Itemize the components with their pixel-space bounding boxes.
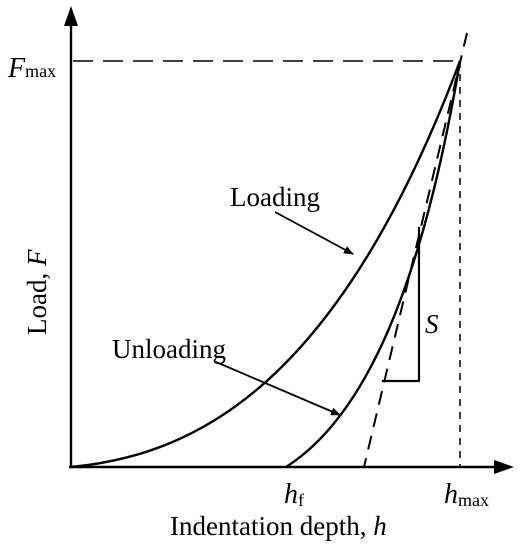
unloading-arrow xyxy=(215,361,341,416)
unloading-curve xyxy=(285,60,462,469)
fmax-subscript: max xyxy=(25,61,56,81)
x-axis xyxy=(69,460,514,474)
hmax-subscript: max xyxy=(458,490,489,510)
hf-symbol: h xyxy=(284,479,298,510)
y-axis-title: Load, F xyxy=(22,249,52,335)
y-axis-arrow-icon xyxy=(64,6,78,26)
hmax-label: hmax xyxy=(444,479,489,510)
hmax-symbol: h xyxy=(444,479,458,510)
x-axis-symbol: h xyxy=(373,511,387,541)
unloading-label: Unloading xyxy=(112,334,226,364)
fmax-symbol: F xyxy=(7,53,26,84)
hf-label: hf xyxy=(284,479,304,510)
hf-subscript: f xyxy=(298,490,304,510)
fmax-label: Fmax xyxy=(7,53,56,84)
y-axis-symbol: F xyxy=(22,249,52,267)
tangent-dashed-line xyxy=(363,32,468,468)
stiffness-triangle xyxy=(382,227,421,383)
x-axis-label-text: Indentation depth, xyxy=(170,511,373,541)
loading-label: Loading xyxy=(230,182,320,212)
y-axis xyxy=(64,6,78,467)
x-axis-arrow-icon xyxy=(494,460,514,474)
loading-arrow xyxy=(274,211,354,255)
x-axis-title: Indentation depth, h xyxy=(170,511,387,541)
loading-curve xyxy=(70,60,462,469)
y-axis-label-text: Load, xyxy=(22,266,52,335)
stiffness-label: S xyxy=(425,309,439,339)
